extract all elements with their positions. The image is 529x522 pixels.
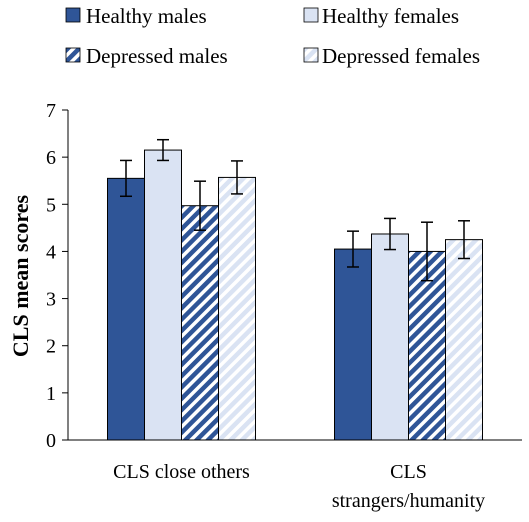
- y-axis-label: CLS mean scores: [8, 194, 33, 357]
- y-tick-label: 5: [46, 194, 56, 216]
- legend-swatch-healthy-females: [303, 7, 319, 23]
- category-labels: CLS close others CLS strangers/humanity: [113, 461, 485, 512]
- legend-item: Depressed males: [65, 44, 228, 68]
- x-category-label: strangers/humanity: [332, 490, 485, 512]
- legend-item: Healthy males: [65, 4, 207, 28]
- bar: [107, 177, 145, 441]
- legend-item: Healthy females: [303, 4, 459, 28]
- x-category-label: CLS close others: [113, 461, 250, 483]
- bar: [334, 248, 372, 441]
- legend-swatch-depressed-females: [303, 47, 319, 63]
- legend-item: Depressed females: [303, 44, 480, 68]
- y-tick-label: 4: [46, 241, 56, 263]
- bar: [144, 149, 182, 441]
- legend-swatch-depressed-males: [65, 47, 81, 63]
- legend-label: Depressed females: [322, 44, 480, 68]
- y-tick-label: 6: [46, 147, 56, 169]
- y-tick-label: 7: [46, 100, 56, 122]
- bar: [371, 233, 409, 441]
- bar: [218, 176, 256, 441]
- bar: [445, 239, 483, 441]
- bar: [181, 205, 219, 441]
- legend: Healthy males Healthy females Depressed …: [65, 4, 480, 68]
- y-tick-label: 1: [46, 383, 56, 405]
- y-tick-label: 2: [46, 336, 56, 358]
- error-bars: [120, 138, 470, 282]
- legend-label: Depressed males: [86, 44, 228, 68]
- legend-swatch-healthy-males: [65, 7, 81, 23]
- y-ticks: 0 1 2 3 4 5 6 7: [46, 100, 68, 452]
- x-category-label: CLS: [390, 461, 427, 483]
- y-tick-label: 0: [46, 430, 56, 452]
- legend-label: Healthy males: [86, 4, 207, 28]
- y-tick-label: 3: [46, 289, 56, 311]
- legend-label: Healthy females: [322, 4, 459, 28]
- bars: [107, 149, 483, 441]
